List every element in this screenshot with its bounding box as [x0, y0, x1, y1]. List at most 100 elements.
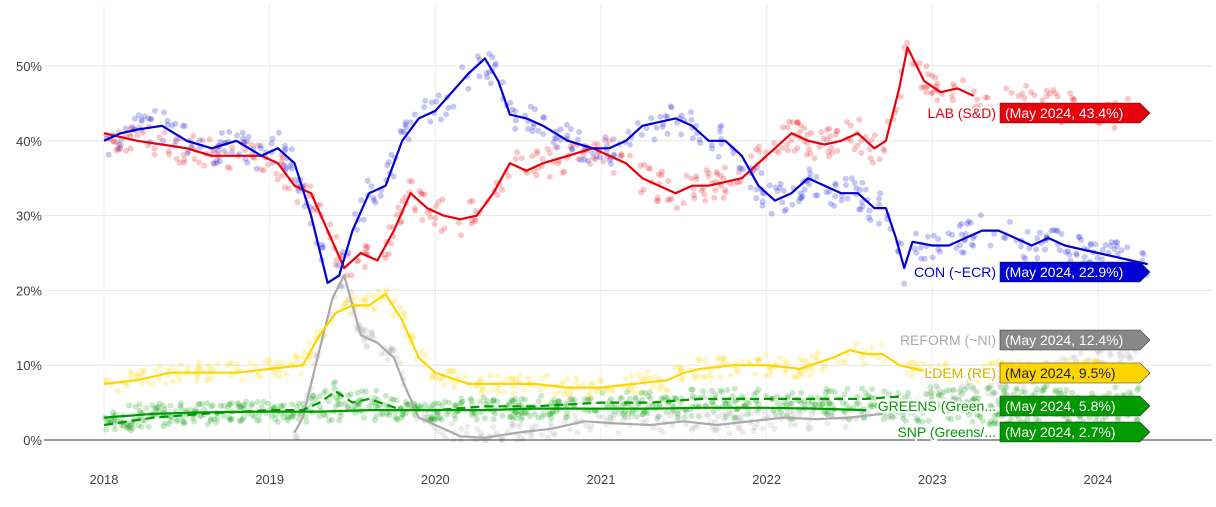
poll-dot [654, 415, 661, 422]
poll-dot [709, 398, 716, 405]
poll-dot [606, 157, 613, 164]
poll-dot [720, 355, 727, 362]
poll-dot [604, 386, 611, 393]
poll-dot [617, 153, 624, 160]
x-tick-label: 2018 [90, 472, 119, 487]
poll-dot [115, 146, 122, 153]
poll-dot [281, 184, 288, 191]
poll-dot [428, 373, 435, 380]
poll-dot [739, 412, 746, 418]
poll-dot [935, 246, 942, 253]
poll-dot [929, 373, 936, 380]
poll-dot [362, 297, 369, 304]
poll-dot [1105, 390, 1112, 397]
poll-dot [538, 431, 545, 438]
poll-dot [306, 339, 313, 346]
poll-dot [274, 418, 281, 425]
poll-dot [753, 146, 760, 153]
poll-dot [522, 409, 529, 416]
poll-dot [561, 418, 568, 425]
poll-dot [402, 193, 409, 200]
poll-dot [226, 414, 233, 421]
poll-dot [359, 325, 366, 332]
poll-dot [977, 102, 984, 109]
poll-dot [138, 118, 145, 125]
poll-dot [425, 414, 432, 421]
poll-dot [611, 411, 618, 418]
poll-dot [560, 379, 567, 386]
poll-dot [336, 417, 343, 424]
poll-dot [826, 400, 833, 406]
poll-dot [332, 261, 339, 268]
poll-dot [559, 169, 566, 176]
poll-dot [766, 372, 773, 379]
poll-dot [683, 409, 690, 416]
poll-dot [238, 418, 244, 425]
value-tag [999, 395, 1151, 417]
poll-dot [834, 127, 841, 134]
poll-dot [139, 367, 146, 374]
poll-dot [272, 372, 279, 379]
poll-dot [950, 396, 957, 402]
poll-dot [208, 416, 214, 423]
poll-dot [345, 392, 352, 399]
poll-dot [889, 415, 896, 422]
poll-dot [818, 129, 825, 136]
poll-dot [905, 389, 912, 396]
poll-dot [935, 404, 942, 411]
poll-dot [478, 390, 485, 397]
poll-dot [1075, 234, 1082, 241]
poll-dot [390, 173, 397, 180]
poll-dot [897, 93, 904, 100]
poll-dot [663, 409, 670, 416]
poll-dot [628, 388, 635, 395]
poll-dot [390, 312, 397, 319]
poll-dot [792, 374, 799, 381]
poll-dot [412, 207, 419, 214]
poll-dot [138, 370, 145, 377]
poll-dot [140, 368, 147, 375]
poll-dot [373, 387, 380, 394]
poll-dot [616, 410, 623, 417]
poll-dot [569, 146, 576, 152]
poll-dot [996, 358, 1003, 365]
poll-dot [377, 411, 384, 417]
poll-dot [650, 424, 657, 431]
poll-dot [829, 149, 836, 156]
poll-dot [895, 409, 902, 416]
poll-dot [211, 160, 218, 167]
poll-dot [156, 400, 163, 407]
poll-dot [561, 391, 568, 398]
poll-dot [289, 401, 296, 408]
poll-dot [528, 433, 535, 439]
poll-dot [722, 400, 729, 407]
poll-dot [1096, 349, 1103, 356]
poll-dot [832, 182, 839, 189]
poll-dot [409, 178, 415, 185]
poll-dot [303, 418, 310, 425]
poll-dot [977, 414, 984, 420]
poll-dot [268, 140, 275, 147]
poll-dot [135, 422, 142, 429]
poll-dot [664, 387, 671, 394]
poll-dot [535, 127, 542, 134]
poll-dot [876, 220, 883, 227]
poll-dot [490, 397, 497, 404]
poll-dot [676, 411, 683, 418]
poll-dot [1002, 382, 1009, 389]
poll-dot [900, 415, 906, 422]
poll-dot [599, 390, 606, 396]
poll-dot [266, 356, 273, 363]
poll-dot [398, 218, 405, 224]
poll-dot [181, 123, 188, 129]
poll-dot [1048, 227, 1055, 234]
poll-dot [297, 370, 304, 377]
poll-dot [859, 354, 866, 361]
poll-dot [406, 177, 413, 184]
poll-dot [636, 371, 642, 378]
poll-dot [521, 410, 528, 417]
poll-dot [929, 254, 936, 261]
poll-dot [726, 410, 733, 417]
poll-dot [751, 391, 758, 398]
poll-dot [913, 249, 920, 256]
